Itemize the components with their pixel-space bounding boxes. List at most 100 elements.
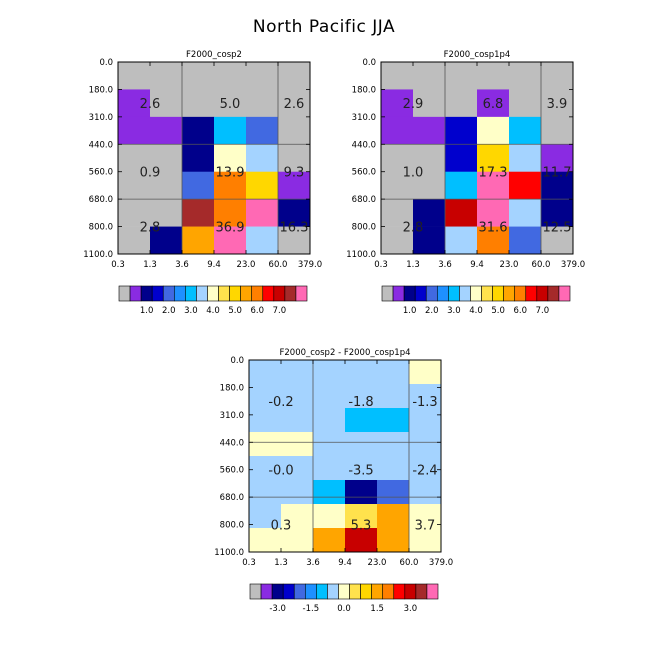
colorbar-swatch [382,583,395,600]
heatmap-cell [377,408,410,433]
colorbar-swatch [151,285,164,302]
region-mean-label: 2.9 [403,97,424,112]
x-tick-label: 1.3 [406,260,420,270]
colorbar-swatch [293,583,306,600]
y-tick-label: 1100.0 [346,250,376,260]
heatmap-cell [445,116,478,145]
colorbar-swatch [371,583,384,600]
colorbar-swatch [360,583,372,600]
colorbar-label: 4.0 [469,306,483,316]
heatmap-cell [509,89,542,118]
colorbar-swatch [481,285,493,302]
y-tick-label: 440.0 [352,140,376,150]
heatmap-cell [278,144,311,173]
colorbar-swatch [173,285,186,302]
colorbar-swatch [284,285,297,302]
heatmap-cell [182,116,215,145]
heatmap-cell [541,62,574,90]
colorbar-label: 5.0 [491,306,505,316]
heatmap-cell [345,432,378,457]
colorbar-label: 7.0 [273,306,287,316]
heatmap-cell [413,226,446,255]
y-tick-label: 680.0 [220,493,244,503]
colorbar-swatch [436,285,449,302]
heatmap-cell [509,62,542,90]
heatmap-cell [182,171,215,200]
x-tick-label: 1.3 [143,260,157,270]
colorbar-label: 5.0 [228,306,242,316]
heatmap-cell [118,116,151,145]
heatmap-cell [281,408,314,433]
region-mean-label: 2.8 [140,221,161,236]
heatmap-cell [281,504,314,529]
heatmap-cell [278,199,311,227]
heatmap-cell [313,384,346,409]
heatmap-cell [246,116,279,145]
heatmap-cell [409,408,442,433]
region-mean-label: 6.8 [483,97,504,112]
heatmap-cell [249,528,282,553]
colorbar: 1.0 2.0 3.0 4.0 5.0 6.0 7.0 [381,285,571,316]
colorbar-swatch [459,285,471,302]
region-mean-label: 5.3 [351,519,372,534]
heatmap-cell [118,89,151,118]
heatmap-cell [313,528,346,553]
y-tick-label: 0.0 [99,58,113,68]
colorbar-swatch [414,285,427,302]
x-tick-label: 23.0 [368,558,387,568]
heatmap-cell [345,504,378,529]
heatmap-cell [445,226,478,255]
colorbar-swatch [338,583,350,600]
y-tick-label: 1100.0 [83,250,113,260]
x-tick-label: 3.6 [438,260,452,270]
heatmap-cell [249,456,282,481]
heatmap-cell [249,384,282,409]
colorbar-swatch [282,583,295,600]
heatmap-cell [150,144,183,173]
heatmap-cell [413,171,446,200]
heatmap-cell [249,504,282,529]
heatmap-cell [281,480,314,505]
x-tick-label: 23.0 [500,260,519,270]
heatmap-cell [377,456,410,481]
heatmap-cell [409,360,442,385]
colorbar-swatch [415,583,428,600]
heatmap-cell [281,456,314,481]
colorbar-label: 4.0 [206,306,220,316]
heatmap-cell [281,384,314,409]
heatmap-cell [150,171,183,200]
region-mean-label: 17.3 [479,166,508,181]
heatmap-cell [281,360,314,385]
colorbar-swatch [392,285,405,302]
heatmap-cell [377,480,410,505]
heatmap-cell [214,171,247,200]
x-tick-label: 379.0 [298,260,322,270]
region-mean-label: 9.3 [284,166,305,181]
colorbar-swatch [185,285,197,302]
heatmap-cell [246,199,279,227]
colorbar-swatch [295,285,308,302]
heatmap-cell [345,528,378,553]
heatmap-cell [381,199,414,227]
heatmap-cell [413,144,446,173]
y-tick-label: 310.0 [352,113,376,123]
heatmap-cell [381,89,414,118]
heatmap-cell [182,199,215,227]
colorbar-swatch [140,285,153,302]
heatmap-cell [150,226,183,255]
figure-title: North Pacific JJA [253,17,395,37]
colorbar-swatch [249,583,262,600]
y-tick-label: 800.0 [220,521,244,531]
heatmap-cell [249,432,282,457]
x-tick-label: 0.3 [242,558,256,568]
heatmap-cell [345,408,378,433]
heatmap-cell [445,199,478,227]
heatmap-cell [541,89,574,118]
region-mean-label: -2.4 [412,464,437,479]
region-mean-label: -3.5 [348,464,373,479]
heatmap-cell [246,62,279,90]
colorbar-swatch [260,583,273,600]
heatmap-cell [477,62,510,90]
heatmap-cell [214,62,247,90]
